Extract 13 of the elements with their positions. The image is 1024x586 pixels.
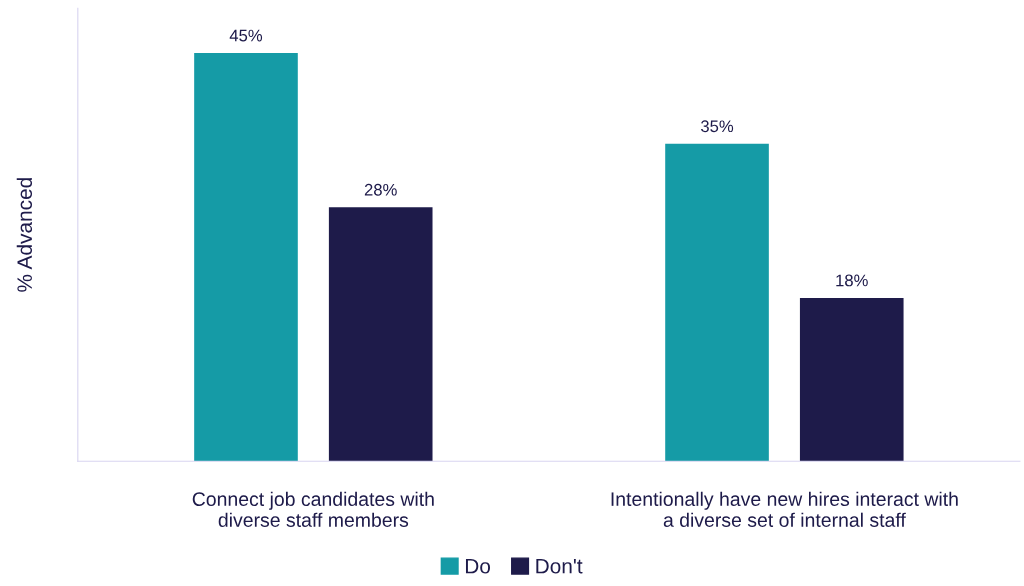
legend-label: Do [465,559,491,574]
bar [194,53,298,462]
legend-label: Don't [536,559,583,574]
data-label: 35% [700,120,734,133]
data-label: 45% [229,29,263,42]
bar [328,207,433,462]
data-label: 18% [836,274,868,287]
bar [665,143,769,462]
bar [799,297,904,462]
y-axis-title: % Advanced [16,178,33,292]
data-label: 28% [364,183,397,196]
x-tick-label: Connect job candidates with diverse staff members [192,491,434,527]
x-tick-label: Intentionally have new hires interact with a diverse set of internal staff [611,491,958,527]
